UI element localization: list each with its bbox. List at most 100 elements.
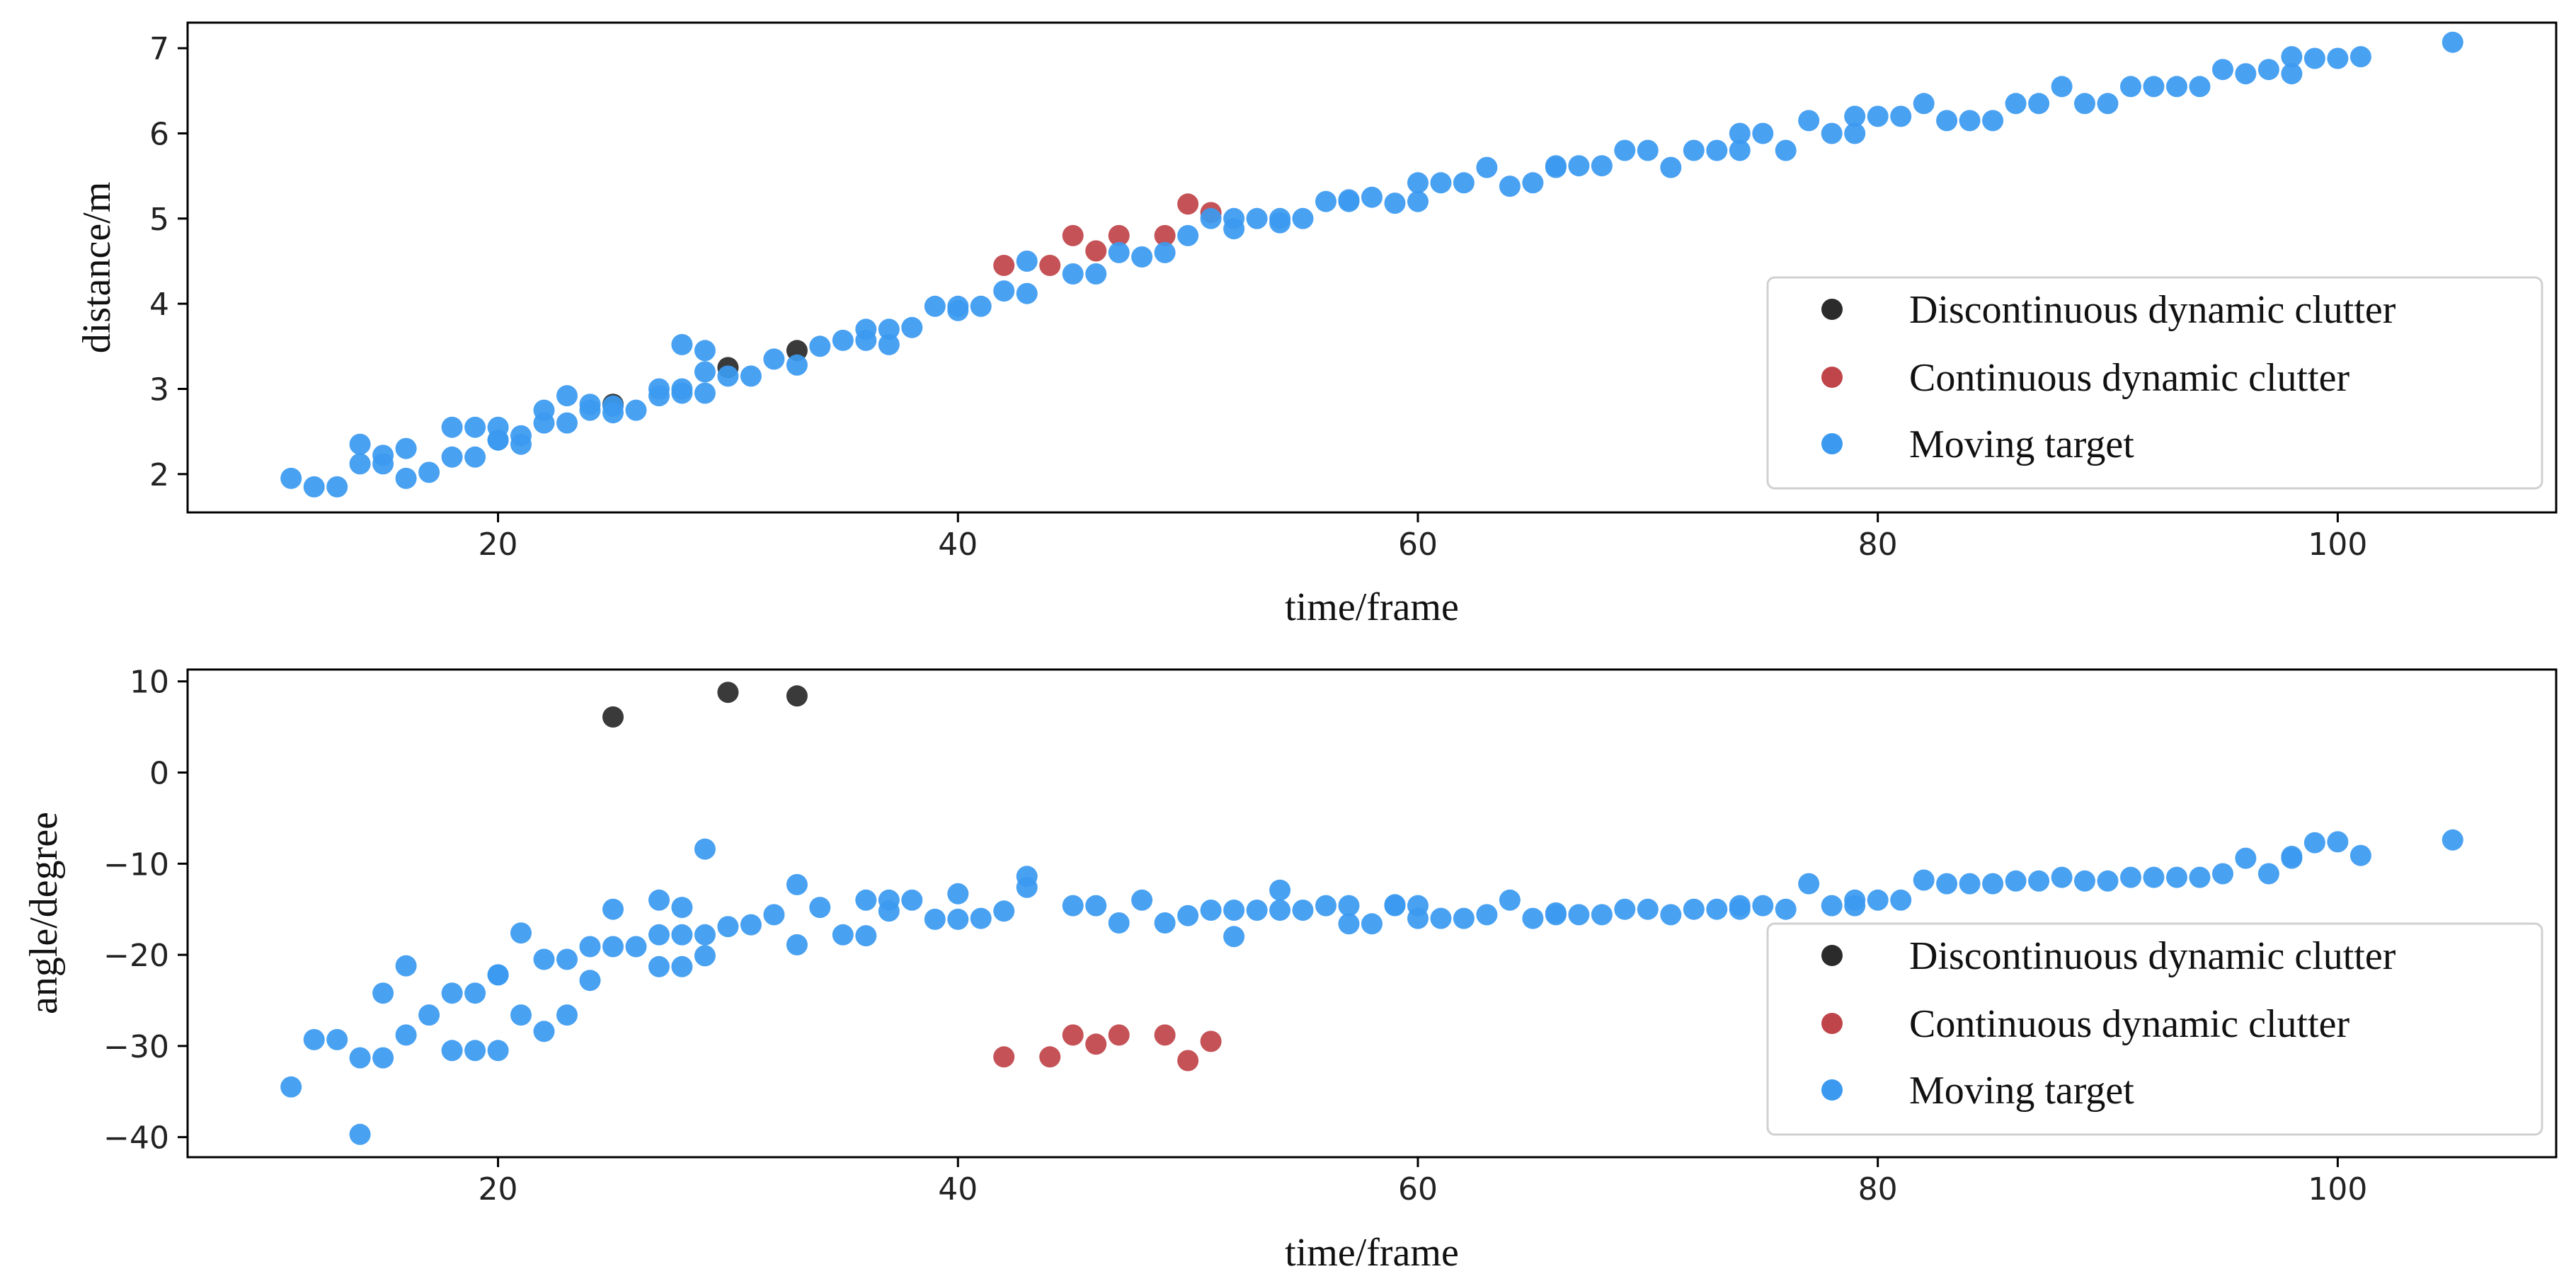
distance-point-moving-115 xyxy=(2281,63,2303,85)
distance-point-moving-38 xyxy=(763,348,785,370)
angle-point-moving-34 xyxy=(694,945,716,967)
distance-point-moving-13 xyxy=(464,446,486,468)
distance-point-continuous-5 xyxy=(1154,224,1176,246)
distance-point-moving-43 xyxy=(855,318,877,340)
distance-point-moving-26 xyxy=(602,395,624,417)
distance-point-moving-41 xyxy=(832,329,854,351)
angle-point-moving-12 xyxy=(464,1040,486,1062)
distance-point-moving-58 xyxy=(1154,241,1176,263)
angle-point-moving-70 xyxy=(1338,895,1360,917)
distance-x-tick-label-80: 80 xyxy=(1858,527,1898,563)
distance-point-moving-89 xyxy=(1729,139,1751,161)
distance-point-moving-93 xyxy=(1821,122,1843,144)
distance-point-moving-36 xyxy=(717,365,739,387)
distance-point-moving-106 xyxy=(2097,93,2119,115)
distance-point-moving-39 xyxy=(786,354,808,376)
angle-point-moving-66 xyxy=(1269,900,1291,921)
angle-point-moving-26 xyxy=(602,898,624,920)
distance-point-moving-102 xyxy=(2005,93,2027,115)
distance-point-moving-83 xyxy=(1614,139,1636,161)
angle-x-tick-label-80: 80 xyxy=(1858,1171,1898,1207)
distance-point-moving-108 xyxy=(2143,76,2165,98)
distance-point-moving-47 xyxy=(924,295,946,317)
angle-point-moving-47 xyxy=(878,900,900,922)
angle-point-moving-51 xyxy=(947,883,969,905)
angle-x-tick-label-60: 60 xyxy=(1398,1171,1438,1207)
angle-point-continuous-2 xyxy=(1062,1024,1084,1046)
angle-point-moving-68 xyxy=(1292,900,1314,921)
angle-y-ticks: 10 0 −10 −20 −30 −40 xyxy=(103,665,188,1156)
angle-legend: Discontinuous dynamic clutter Continuous… xyxy=(1766,922,2543,1136)
angle-x-tick-label-40: 40 xyxy=(938,1171,978,1207)
distance-point-moving-98 xyxy=(1913,93,1935,115)
angle-point-moving-69 xyxy=(1315,895,1336,917)
distance-y-axis-label: distance/m xyxy=(75,182,119,354)
angle-point-moving-57 xyxy=(1085,895,1107,917)
distance-point-moving-109 xyxy=(2166,76,2187,98)
distance-x-axis-label: time/frame xyxy=(1285,585,1459,629)
distance-x-ticks: 20 40 60 80 100 xyxy=(479,512,2367,563)
distance-point-continuous-2 xyxy=(1062,224,1084,246)
angle-point-moving-76 xyxy=(1407,895,1429,917)
distance-point-moving-69 xyxy=(1338,189,1360,211)
angle-point-moving-111 xyxy=(2143,866,2165,888)
distance-point-moving-0 xyxy=(280,467,302,489)
angle-point-moving-19 xyxy=(533,1021,555,1043)
angle-axes-frame xyxy=(186,668,2558,1159)
distance-y-tick-label-2: 2 xyxy=(149,457,169,493)
distance-point-moving-86 xyxy=(1683,139,1705,161)
angle-point-moving-64 xyxy=(1223,926,1245,948)
distance-point-moving-118 xyxy=(2349,46,2371,68)
angle-point-moving-86 xyxy=(1614,898,1636,920)
angle-point-moving-98 xyxy=(1844,895,1866,917)
distance-point-moving-40 xyxy=(809,335,831,357)
distance-legend: Discontinuous dynamic clutter Continuous… xyxy=(1766,276,2543,490)
angle-point-moving-50 xyxy=(947,908,969,930)
angle-y-tick-label--40: −40 xyxy=(103,1120,169,1156)
distance-y-tick-label-4: 4 xyxy=(149,287,169,323)
distance-point-moving-107 xyxy=(2120,76,2141,98)
angle-point-continuous-0 xyxy=(993,1046,1015,1068)
distance-point-moving-4 xyxy=(349,453,371,475)
angle-point-moving-84 xyxy=(1568,904,1590,926)
legend-label-discontinuous: Discontinuous dynamic clutter xyxy=(1909,934,2396,978)
angle-point-moving-60 xyxy=(1154,912,1176,934)
legend-marker-continuous xyxy=(1821,1013,1843,1034)
distance-subplot: 20 40 60 80 100 2 3 4 5 6 7 time/frame distance/m… xyxy=(75,21,2558,629)
angle-point-moving-35 xyxy=(694,924,716,946)
distance-point-moving-9 xyxy=(418,461,440,483)
angle-point-moving-48 xyxy=(901,889,923,911)
angle-point-moving-107 xyxy=(2051,866,2073,888)
distance-point-discontinuous-2 xyxy=(786,340,808,362)
angle-point-continuous-7 xyxy=(1200,1030,1222,1052)
distance-point-continuous-0 xyxy=(993,255,1015,276)
angle-point-moving-79 xyxy=(1476,904,1498,926)
angle-point-moving-80 xyxy=(1499,889,1521,911)
distance-point-moving-16 xyxy=(487,429,509,451)
legend-label-moving: Moving target xyxy=(1909,1069,2134,1113)
distance-point-moving-18 xyxy=(510,433,532,455)
distance-point-moving-8 xyxy=(395,437,417,459)
legend-marker-continuous xyxy=(1821,367,1843,388)
distance-point-moving-6 xyxy=(372,444,394,466)
distance-point-moving-49 xyxy=(947,295,969,317)
distance-point-moving-54 xyxy=(1062,263,1084,285)
angle-point-moving-101 xyxy=(1913,869,1935,891)
angle-point-moving-56 xyxy=(1062,895,1084,917)
distance-point-moving-12 xyxy=(464,416,486,438)
distance-y-ticks: 2 3 4 5 6 7 xyxy=(149,31,188,493)
angle-x-tick-label-20: 20 xyxy=(479,1171,518,1207)
angle-point-moving-55 xyxy=(1016,866,1038,888)
angle-point-moving-42 xyxy=(809,897,831,919)
angle-point-moving-83 xyxy=(1545,902,1567,924)
distance-point-moving-100 xyxy=(1959,110,1981,132)
angle-subplot: 20 40 60 80 100 100−10−20−30−40 time/frame a… xyxy=(22,665,2558,1275)
distance-point-moving-94 xyxy=(1844,105,1866,127)
angle-point-moving-44 xyxy=(855,925,877,947)
distance-point-moving-60 xyxy=(1200,207,1222,229)
angle-point-moving-122 xyxy=(2442,829,2463,851)
distance-point-moving-10 xyxy=(441,446,463,468)
angle-point-moving-90 xyxy=(1706,898,1728,920)
distance-point-continuous-6 xyxy=(1177,193,1199,215)
distance-point-moving-52 xyxy=(1016,251,1038,272)
